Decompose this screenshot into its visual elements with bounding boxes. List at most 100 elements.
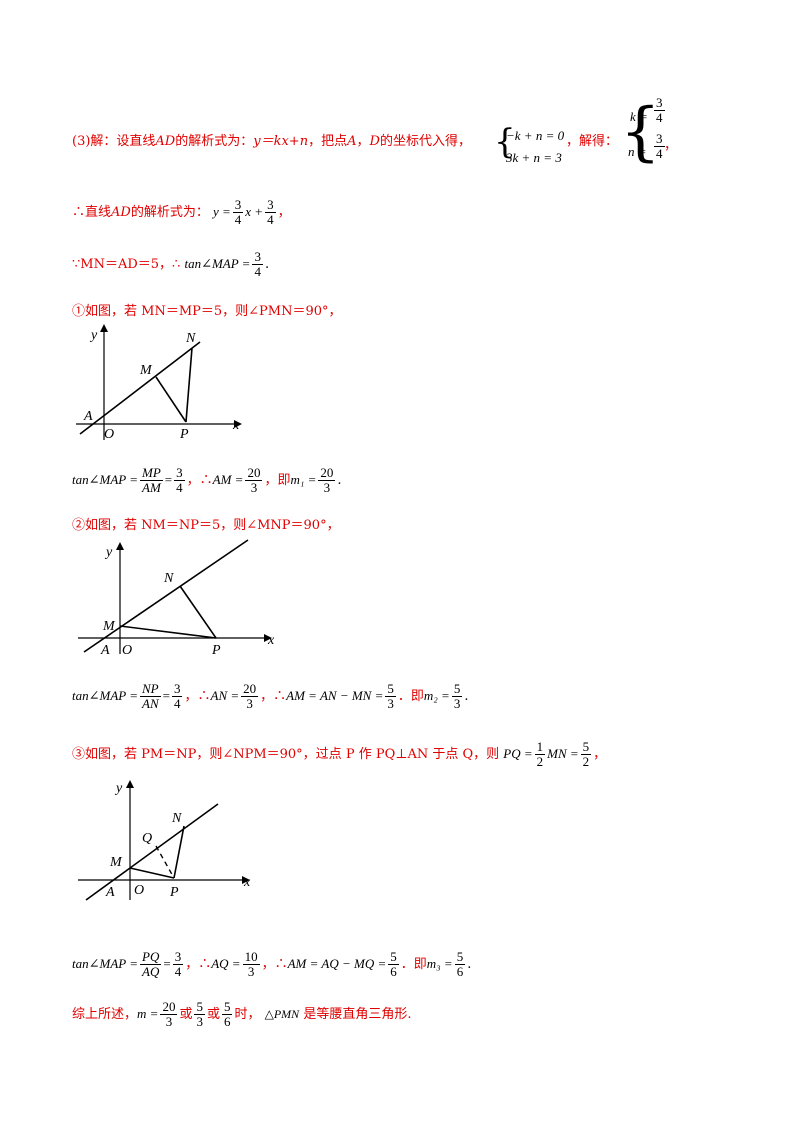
summary-f1-den: 3 [165,1014,173,1029]
case3-f2-den: 2 [582,754,590,769]
n-lhs: n = [628,144,647,159]
summary-f2-num: 5 [194,999,205,1015]
case1-f1-den: AM [142,480,161,495]
fig2-label-m: M [102,619,116,634]
fig1-label-n: N [185,331,196,346]
part3-end: ， [664,138,678,153]
part3-mid2: ，把点 [308,134,348,149]
fig1-line-ad [79,341,201,435]
case2-f2-den: 4 [173,696,181,711]
fig2-label-p: P [211,643,221,658]
case1-lhs: tan∠MAP = [72,472,139,487]
fig3-y-arrow [126,780,134,788]
part3-mid1: 的解析式为： [175,134,254,149]
case2-f5-den: 3 [453,696,461,711]
figure-case2: y x M A O N P [78,539,275,658]
case3-mn: MN = [547,746,579,761]
case3-f7-den: 6 [456,964,464,979]
summary-or1: 或 [179,1007,193,1022]
fig3-label-q: Q [142,831,152,846]
k-lhs: k = [630,109,648,124]
case2-sep2: ，∴ [260,689,287,704]
summary-f3-den: 6 [223,1014,231,1029]
case3-f1-num: 1 [534,739,546,755]
fig2-x-arrow [264,634,272,642]
case1-m1: m₁ = [290,472,317,487]
summary-line: 综上所述，m = 20 3 或 5 3 或 5 6 时， △PMN 是等腰直角三角形. [72,1000,411,1029]
line2-text: ∴直线 [72,205,112,220]
part3-formula: y＝kx+n [253,134,309,149]
fig1-label-y: y [89,328,98,343]
fig1-x-arrow [234,420,242,428]
case3-f5-den: 3 [247,964,255,979]
case3-pq: PQ = [503,746,533,761]
case2-end: . [464,689,469,704]
line2-ad: AD [111,205,131,220]
line2: ∴直线AD的解析式为： y = 3 4 x +3 4， [72,198,291,227]
fig2-y-arrow [116,542,124,550]
case1-end: . [337,473,342,488]
summary-or2: 或 [206,1007,220,1022]
case3-f3-den: AQ [142,964,160,979]
fig3-label-x: x [243,875,251,890]
case3-eq: = [163,956,171,971]
fig2-label-n: N [163,571,174,586]
case1-f1-num: MP [140,465,163,481]
part3-prefix: (3)解：设直线 [72,134,156,149]
line3-text: ∵MN＝AD＝5，∴ [72,257,181,272]
fig3-x-arrow [242,876,250,884]
fig2-segment-mp [119,625,217,639]
system-eq1: −k + n = 0 [506,128,565,143]
line2-mid: 的解析式为： [130,205,209,220]
fig3-segment-pq [155,845,175,879]
fig3-label-m: M [109,855,123,870]
line2-f1-den: 4 [234,212,242,227]
case2-frac3: 20 3 [241,682,259,711]
case3-f3-num: PQ [140,949,162,965]
case2-f4-den: 3 [387,696,394,711]
case2-f4-num: 5 [385,681,396,697]
case2-am: AM = AN − MN = [286,688,384,703]
line3-lhs: tan∠MAP = [184,256,251,271]
case2-f1-den: AN [142,696,159,711]
part3-comma: ， [356,134,370,149]
summary-frac1: 20 3 [160,999,178,1029]
system-brace: { [494,122,516,162]
summary-triangle: △PMN [264,1007,300,1021]
case1-calc: tan∠MAP = MP AM = 3 4 ，∴AM = 20 3 ，即m₁ = 20 3. [72,466,342,495]
summary-f2-den: 3 [196,1014,203,1029]
fig3-line-ad [85,803,219,901]
summary-when: 时， [234,1007,261,1022]
fig3-label-p: P [169,885,179,900]
case1-f3-num: 20 [245,465,263,481]
case1-sep2: ，即 [264,473,291,488]
case2-m2: m₂ = [423,688,450,703]
case3-heading: ③如图，若 PM＝NP，则∠NPM＝90°，过点 P 作 PQ⊥AN 于点 Q，… [72,740,606,769]
case1-am: AM = [212,472,244,487]
fig1-segment-mp [155,376,187,423]
k-den: 4 [656,110,663,125]
fig1-y-arrow [100,324,108,332]
case3-f2-num: 5 [580,739,592,755]
line3-f-den: 4 [254,264,261,279]
summary-m: m = [137,1006,159,1021]
summary-f3-num: 5 [221,999,233,1015]
line2-f2-num: 3 [265,197,276,213]
fig3-label-a: A [105,885,115,900]
solution-part3-line: (3)解：设直线AD的解析式为：y＝kx+n，把点A，D的坐标代入得， [72,130,471,149]
case1-f4-den: 3 [323,480,331,495]
case1-eq: = [164,472,173,487]
case3-f5-num: 10 [242,949,260,965]
case3-am: AM = AQ − MQ = [287,956,387,971]
summary-f1-num: 20 [160,999,178,1015]
case3-lhs: tan∠MAP = [72,956,139,971]
